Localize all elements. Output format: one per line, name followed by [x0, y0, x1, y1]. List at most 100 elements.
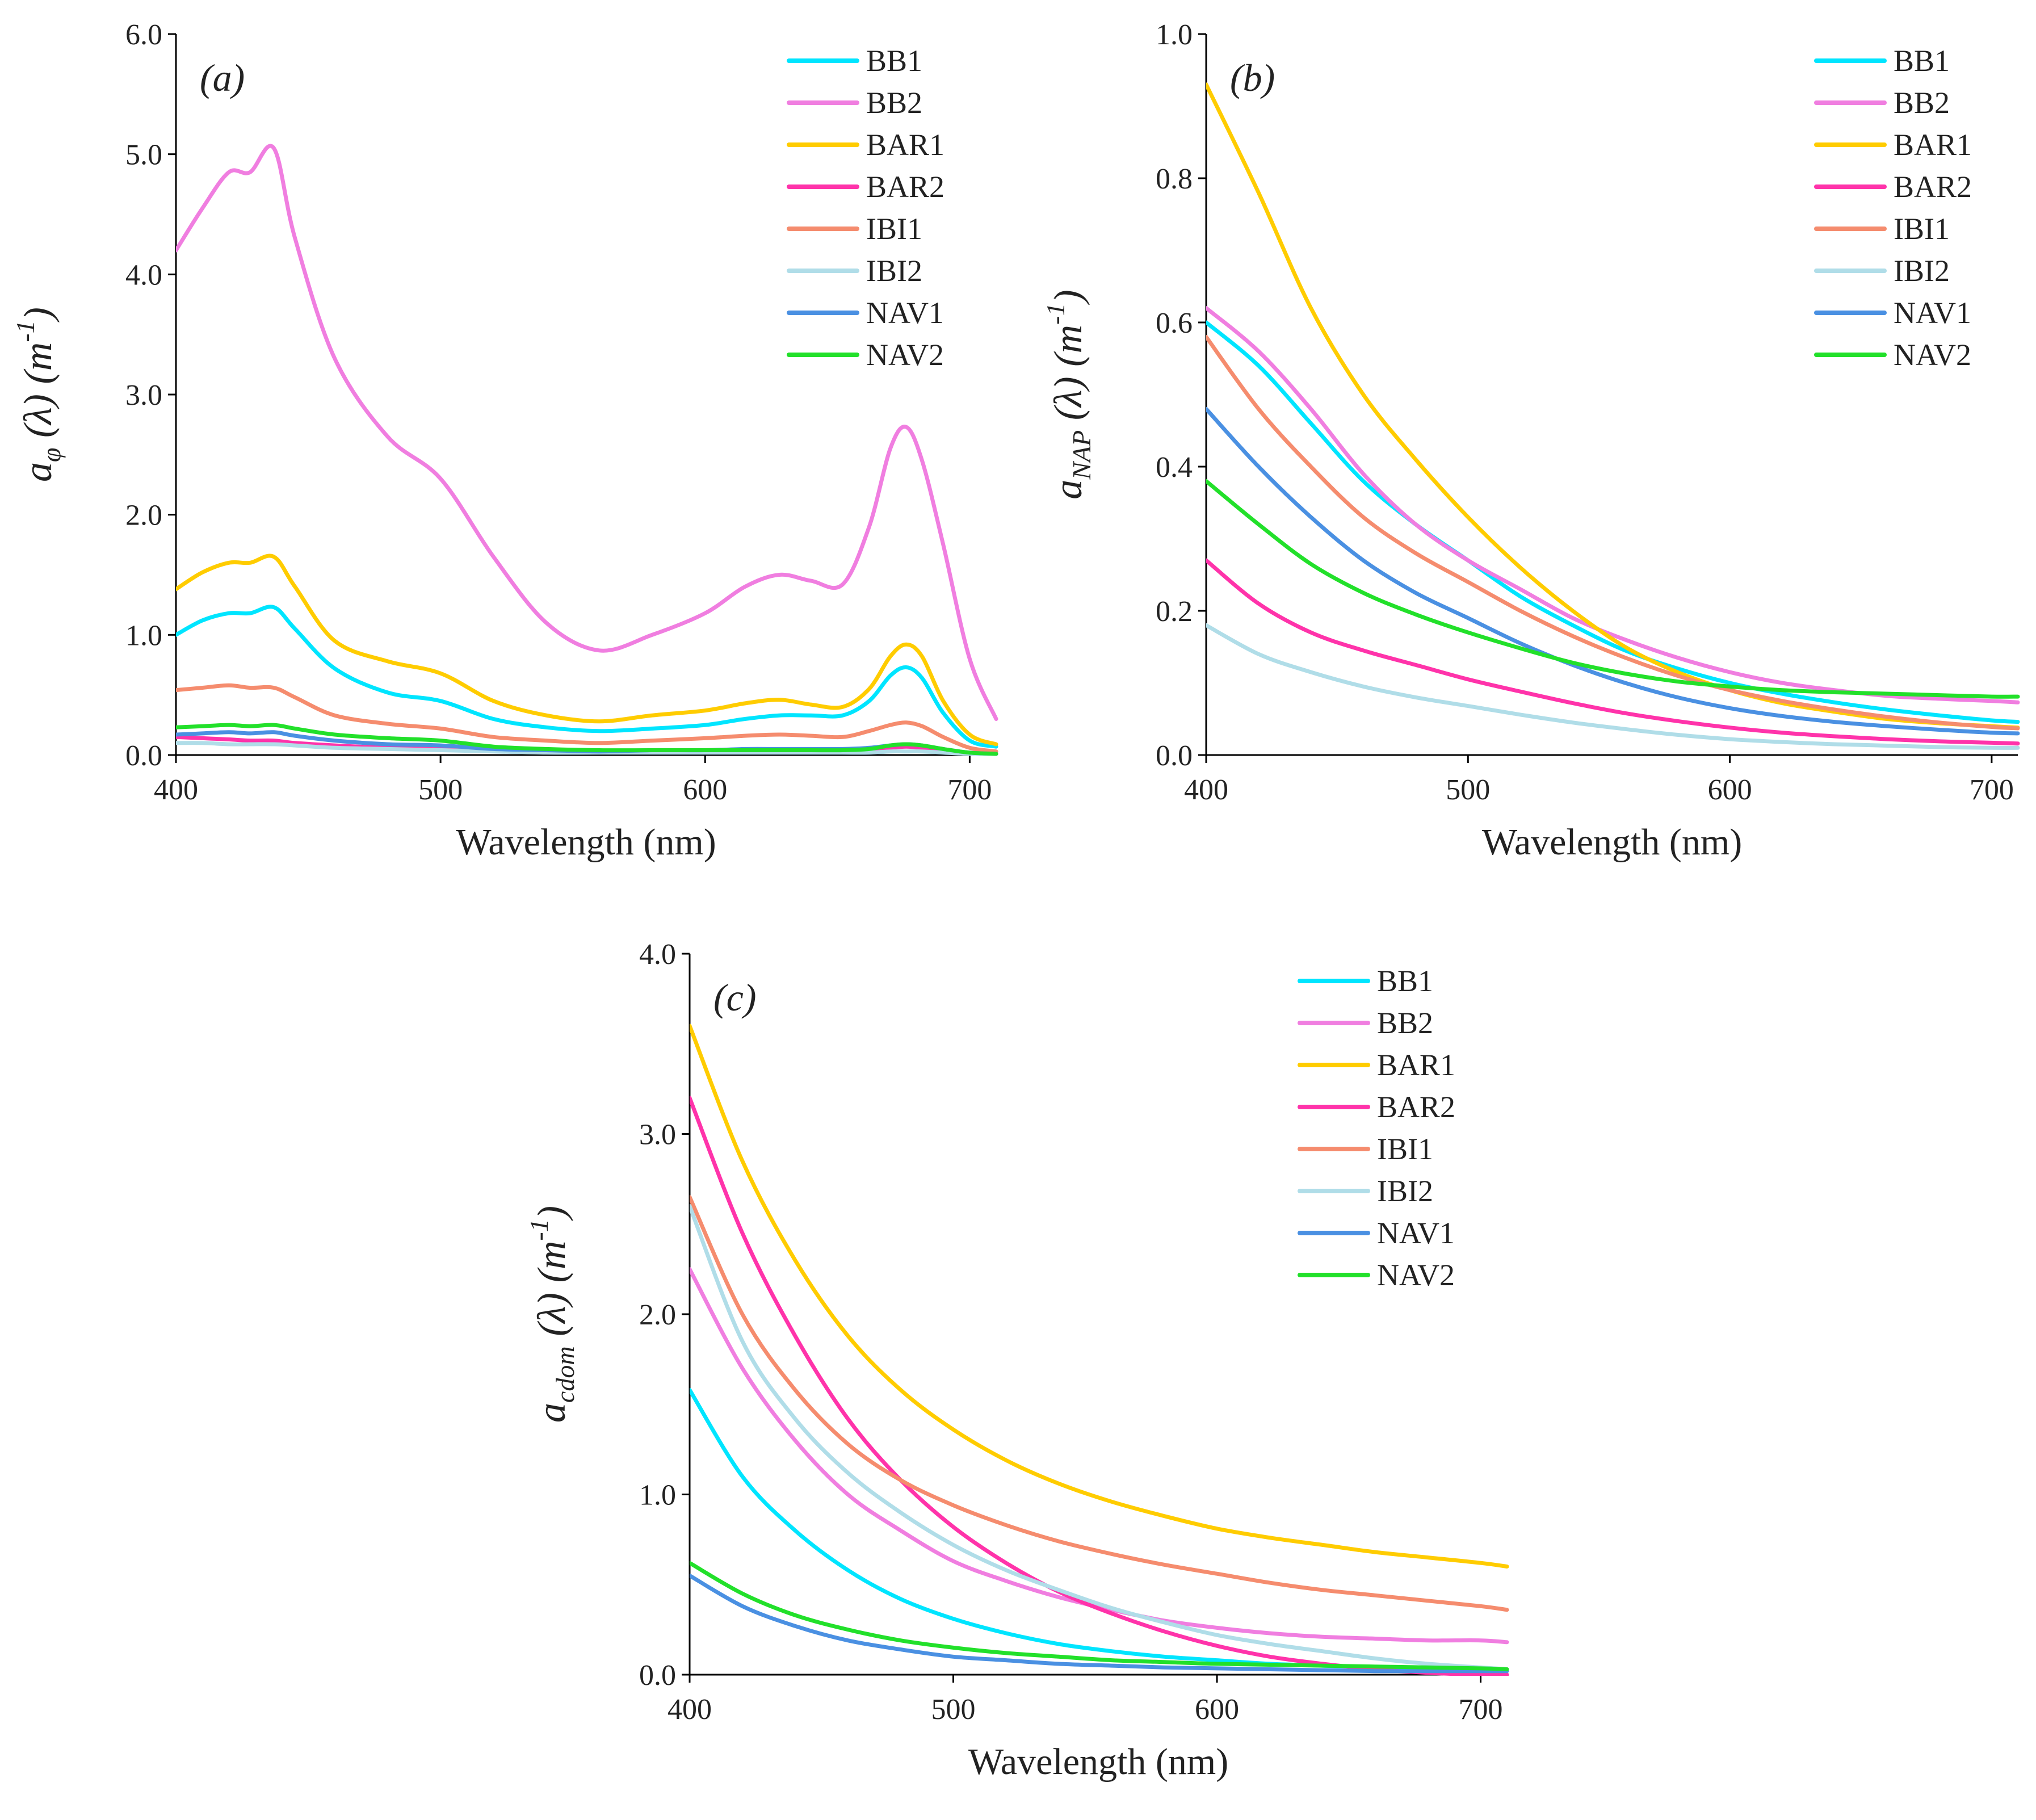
y-axis-title-part: (m [1047, 325, 1090, 367]
series-line-bb1 [176, 605, 998, 749]
series-line-bar1 [1206, 82, 2020, 730]
y-tick-label: 0.0 [125, 740, 162, 772]
legend-label: IBI1 [1377, 1132, 1433, 1166]
panel-label: (b) [1230, 56, 1275, 99]
x-axis-title: Wavelength (nm) [1482, 821, 1742, 863]
chart-panel-c: 0.0 1.0 2.0 3.0 4.0 400 500 600 700 Wavelength (n… [524, 938, 1509, 1783]
legend-label: IBI1 [1894, 212, 1950, 246]
legend-label: BB1 [866, 44, 922, 78]
legend: BB1 BB2 BAR1 BAR2 IBI1 IBI2 NAV1 NAV2 [1814, 44, 1972, 372]
series-line-nav2 [176, 723, 998, 756]
x-tick-label: 700 [1459, 1693, 1503, 1726]
legend-label: NAV1 [1894, 296, 1971, 330]
y-tick-label: 1.0 [639, 1479, 676, 1512]
legend-label: IBI2 [866, 254, 922, 288]
series-group [176, 144, 998, 756]
chart-panel-b: 0.0 0.2 0.4 0.6 0.8 1.0 400 500 600 700 Wavelength… [1041, 19, 2020, 863]
series-line-ibi1 [1206, 334, 2020, 731]
x-tick-label: 400 [1184, 774, 1228, 806]
series-line-bar1 [690, 1024, 1509, 1569]
legend-label: IBI1 [866, 212, 922, 246]
y-axis-title-part: φ [37, 448, 66, 462]
y-axis-title-part: ) [16, 307, 60, 322]
y-axis-title-part: (m [16, 342, 60, 384]
x-tick-label: 400 [668, 1693, 712, 1726]
legend: BB1 BB2 BAR1 BAR2 IBI1 IBI2 NAV1 NAV2 [1298, 964, 1455, 1292]
legend-label: IBI2 [1377, 1174, 1433, 1208]
y-tick-label: 0.0 [1156, 740, 1193, 772]
y-tick-label: 2.0 [125, 500, 162, 532]
y-tick-label: 3.0 [639, 1119, 676, 1151]
series-line-nav1 [690, 1573, 1509, 1674]
y-tick-label: 0.4 [1156, 451, 1193, 484]
x-axis-title: Wavelength (nm) [968, 1741, 1228, 1783]
y-axis-title: aNAP (λ) (m-1) [1041, 290, 1096, 499]
legend-label: BB2 [1377, 1006, 1433, 1040]
y-axis-title: acdom (λ) (m-1) [524, 1206, 580, 1423]
legend-label: BAR1 [866, 128, 944, 162]
legend-label: BAR2 [1894, 170, 1972, 204]
series-line-ibi2 [690, 1204, 1509, 1671]
x-axis-title: Wavelength (nm) [456, 821, 716, 863]
y-axis-title-part: ) [1047, 290, 1090, 305]
series-line-ibi2 [1206, 623, 2020, 750]
legend-label: IBI2 [1894, 254, 1950, 288]
y-tick-label: 0.0 [639, 1659, 676, 1692]
legend-label: NAV2 [866, 338, 944, 372]
series-group [690, 1024, 1509, 1676]
legend-label: BAR2 [866, 170, 944, 204]
series-line-nav2 [1206, 479, 2020, 699]
y-axis-title-part: a [1047, 480, 1090, 500]
y-tick-label: 3.0 [125, 379, 162, 412]
legend-label: NAV1 [866, 296, 944, 330]
y-axis-title-part: (λ) [16, 384, 60, 448]
y-tick-label: 0.8 [1156, 163, 1193, 195]
y-axis-title-part: NAP [1067, 430, 1096, 480]
legend-label: NAV2 [1894, 338, 1971, 372]
legend-label: NAV2 [1377, 1258, 1455, 1292]
y-axis-title: aφ (λ) (m-1) [11, 307, 66, 482]
legend-label: BB1 [1894, 44, 1950, 78]
y-tick-label: 0.6 [1156, 307, 1193, 339]
x-tick-label: 600 [683, 774, 727, 806]
series-group [1206, 82, 2020, 750]
y-axis-title-part: a [530, 1403, 574, 1423]
legend-label: BAR1 [1377, 1048, 1455, 1082]
y-axis-title-part: cdom [551, 1346, 580, 1403]
y-tick-label: 2.0 [639, 1299, 676, 1331]
x-tick-label: 600 [1195, 1693, 1239, 1726]
legend-label: BAR2 [1377, 1090, 1455, 1124]
panel-label: (a) [200, 56, 245, 99]
y-tick-label: 1.0 [125, 619, 162, 652]
series-line-ibi1 [690, 1195, 1509, 1612]
series-line-bb1 [1206, 320, 2020, 724]
legend: BB1 BB2 BAR1 BAR2 IBI1 IBI2 NAV1 NAV2 [787, 44, 944, 372]
x-tick-label: 700 [1970, 774, 2014, 806]
y-tick-label: 5.0 [125, 139, 162, 171]
x-tick-label: 600 [1708, 774, 1752, 806]
y-axis-title-part: (m [530, 1241, 574, 1283]
series-line-bar1 [176, 553, 998, 747]
x-tick-label: 500 [931, 1693, 976, 1726]
y-axis-title-part: -1 [11, 320, 40, 342]
y-tick-label: 4.0 [125, 259, 162, 291]
series-line-nav2 [690, 1561, 1509, 1671]
legend-label: BB2 [866, 86, 922, 120]
x-tick-label: 500 [418, 774, 463, 806]
series-line-bar2 [1206, 558, 2020, 746]
y-axis-title-part: (λ) [1047, 367, 1090, 430]
legend-label: BAR1 [1894, 128, 1972, 162]
x-tick-label: 500 [1446, 774, 1490, 806]
y-tick-label: 4.0 [639, 938, 676, 971]
legend-label: BB1 [1377, 964, 1433, 998]
x-tick-label: 400 [154, 774, 198, 806]
y-axis-title-part: a [16, 462, 60, 482]
legend-label: BB2 [1894, 86, 1950, 120]
y-tick-label: 0.2 [1156, 596, 1193, 628]
series-line-ibi1 [176, 683, 998, 754]
chart-panel-a: 0.0 1.0 2.0 3.0 4.0 5.0 6.0 400 500 600 700 Wavelen… [11, 19, 998, 863]
series-line-bb2 [690, 1267, 1509, 1645]
series-line-bb2 [176, 144, 998, 721]
y-axis-title-part: (λ) [530, 1282, 574, 1346]
